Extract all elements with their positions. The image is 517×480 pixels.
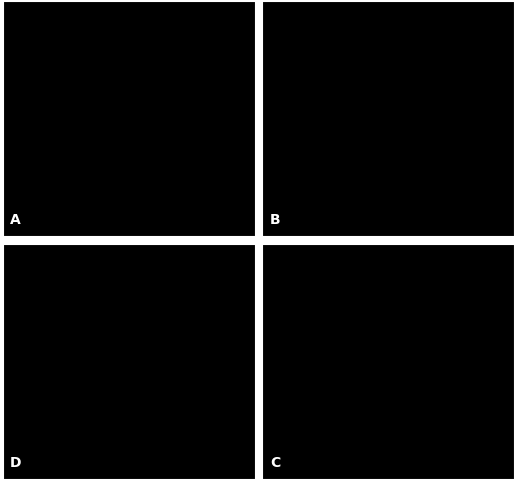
Text: C: C — [270, 456, 280, 469]
Text: A: A — [10, 213, 21, 227]
Text: D: D — [10, 456, 22, 469]
Text: B: B — [270, 213, 280, 227]
